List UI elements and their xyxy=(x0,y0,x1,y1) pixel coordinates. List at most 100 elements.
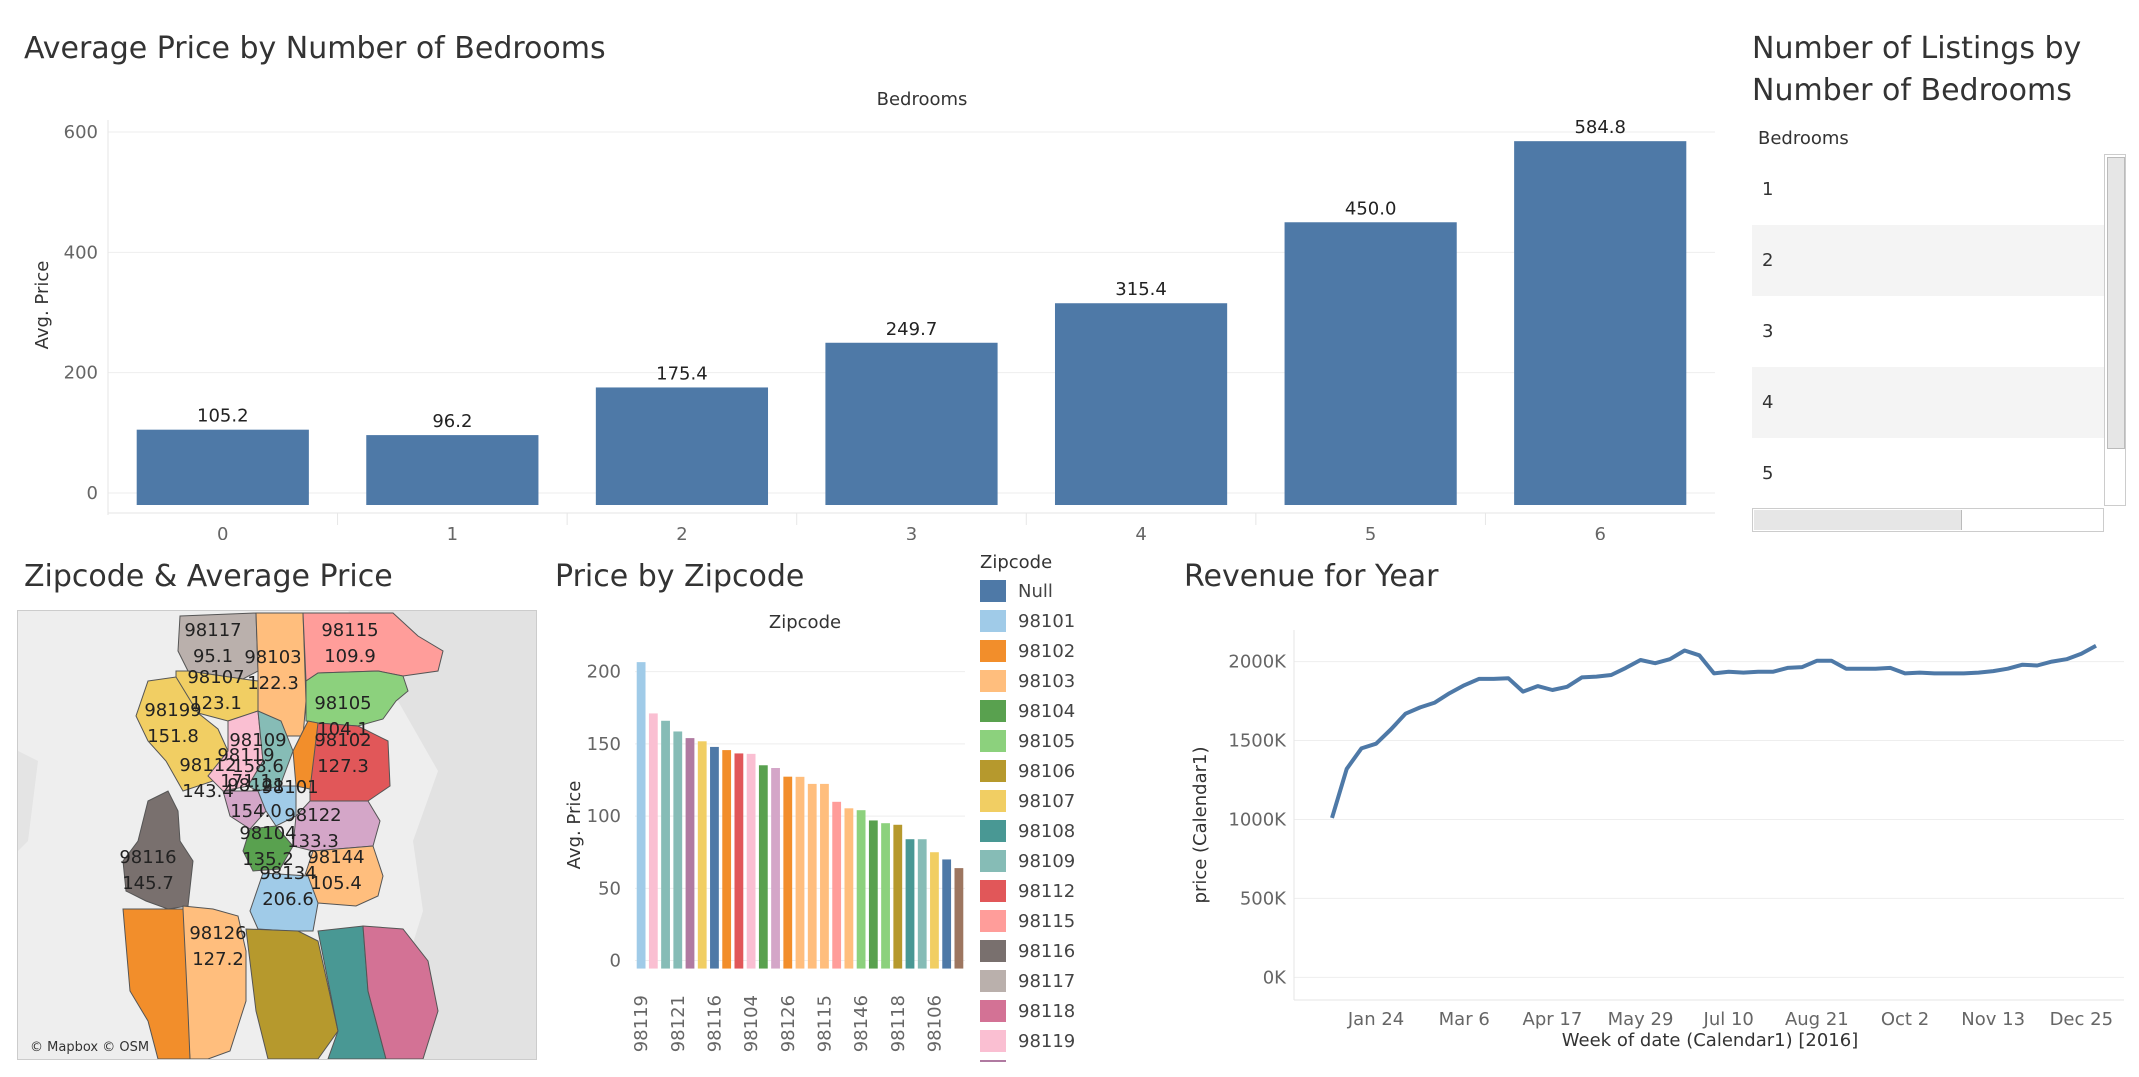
legend-label: 98118 xyxy=(1018,1000,1076,1022)
revenue-chart[interactable]: price (Calendar1) Week of date (Calendar… xyxy=(1184,610,2134,1070)
zip-price-chart[interactable]: Zipcode Avg. Price 0 50 100 150 200 98119 981… xyxy=(555,610,975,1070)
zip-bar[interactable] xyxy=(783,776,793,969)
zip-y-tick: 150 xyxy=(587,734,621,755)
legend-item[interactable]: 98105 xyxy=(980,726,1120,756)
legend-item[interactable]: 98112 xyxy=(980,876,1120,906)
legend-swatch xyxy=(980,940,1006,962)
legend-item[interactable]: 98108 xyxy=(980,816,1120,846)
bedrooms-bar[interactable] xyxy=(595,387,769,505)
bedrooms-bar[interactable] xyxy=(825,342,998,505)
listings-vertical-scrollbar[interactable] xyxy=(2104,154,2126,506)
listings-vertical-scroll-thumb[interactable] xyxy=(2107,157,2125,449)
map-zip-label: 98199 xyxy=(144,700,201,721)
legend-label: 98116 xyxy=(1018,940,1076,962)
zip-x-tick: 98126 xyxy=(778,995,799,1052)
map-region-98134[interactable] xyxy=(249,872,319,932)
zip-bar[interactable] xyxy=(881,823,890,969)
legend-item[interactable]: 98106 xyxy=(980,756,1120,786)
map-zip-label: 98115 xyxy=(321,620,378,641)
zip-bar[interactable] xyxy=(795,776,805,969)
legend-swatch xyxy=(980,850,1006,872)
map-region-98122[interactable] xyxy=(292,800,381,852)
zip-bar[interactable] xyxy=(758,765,768,969)
zip-bar[interactable] xyxy=(746,753,756,969)
legend-item[interactable]: 98117 xyxy=(980,966,1120,996)
zip-bar[interactable] xyxy=(807,783,817,969)
legend-swatch xyxy=(980,700,1006,722)
listings-table-row[interactable]: 3 xyxy=(1752,296,2104,367)
map-price-label: 206.6 xyxy=(262,889,314,910)
revenue-line[interactable] xyxy=(1330,644,2097,819)
zip-bar[interactable] xyxy=(954,868,964,969)
map-price-label: 151.8 xyxy=(147,726,199,747)
zip-bar[interactable] xyxy=(673,731,683,969)
bedrooms-bar[interactable] xyxy=(136,429,309,505)
map-price-label: 109.9 xyxy=(324,646,376,667)
bedrooms-bar[interactable] xyxy=(366,435,539,505)
listings-table-row[interactable]: 1 xyxy=(1752,154,2104,225)
legend-item[interactable]: 98119 xyxy=(980,1026,1120,1056)
listings-horizontal-scrollbar[interactable] xyxy=(1752,508,2104,532)
zip-bar[interactable] xyxy=(893,824,903,969)
listings-table-row[interactable]: 4 xyxy=(1752,367,2104,438)
legend-item[interactable]: 98101 xyxy=(980,606,1120,636)
map-price-label: 95.1 xyxy=(193,646,233,667)
zip-bar[interactable] xyxy=(722,750,732,969)
zip-bar[interactable] xyxy=(844,808,854,969)
zip-bar[interactable] xyxy=(661,720,670,969)
legend-item[interactable]: 98102 xyxy=(980,636,1120,666)
zip-bar[interactable] xyxy=(771,768,780,969)
zip-bar[interactable] xyxy=(710,746,719,969)
zip-bar[interactable] xyxy=(868,820,878,969)
legend-item[interactable]: 98115 xyxy=(980,906,1120,936)
zip-bar[interactable] xyxy=(917,839,927,969)
bedrooms-bar[interactable] xyxy=(1514,141,1687,506)
bedrooms-x-tick: 6 xyxy=(1594,524,1605,540)
listings-table-row[interactable]: 2 xyxy=(1752,225,2104,296)
map-region-98116[interactable] xyxy=(122,790,194,910)
legend-item[interactable]: Null xyxy=(980,576,1120,606)
bedrooms-x-tick: 4 xyxy=(1135,524,1146,540)
zip-bar[interactable] xyxy=(856,810,866,969)
map-region-98121[interactable] xyxy=(222,790,267,830)
zip-bar[interactable] xyxy=(820,783,829,969)
zip-bar[interactable] xyxy=(636,662,646,969)
zip-bar[interactable] xyxy=(734,753,744,969)
zip-bar[interactable] xyxy=(697,741,707,969)
legend-item[interactable]: 98118 xyxy=(980,996,1120,1026)
zip-bar[interactable] xyxy=(942,859,952,969)
bedrooms-bar[interactable] xyxy=(1054,303,1228,505)
listings-table-row[interactable]: 5 xyxy=(1752,438,2104,509)
bedrooms-x-tick: 3 xyxy=(906,524,917,540)
map-region-98104[interactable] xyxy=(242,825,294,872)
legend-item[interactable]: 98104 xyxy=(980,696,1120,726)
revenue-y-tick: 500K xyxy=(1240,888,1287,909)
bedrooms-bar[interactable] xyxy=(1284,222,1457,505)
listings-table[interactable]: Bedrooms 1 2 3 4 5 xyxy=(1752,128,2127,536)
zip-bar[interactable] xyxy=(648,713,658,969)
listings-horizontal-scroll-thumb[interactable] xyxy=(1754,510,1962,530)
legend-label: 98117 xyxy=(1018,970,1076,992)
map-zip-label: 98122 xyxy=(284,805,341,826)
zip-bar[interactable] xyxy=(930,852,939,969)
map-region-98112[interactable] xyxy=(309,722,391,802)
zipcode-legend[interactable]: Zipcode Null 98101 98102 98103 98104 98105 981… xyxy=(980,550,1120,1062)
zip-bar[interactable] xyxy=(832,801,842,969)
legend-item[interactable] xyxy=(980,1056,1120,1062)
legend-label: 98119 xyxy=(1018,1030,1076,1052)
legend-item[interactable]: 98109 xyxy=(980,846,1120,876)
map-region-unlabeled[interactable] xyxy=(122,908,191,1059)
map-zip-label: 98107 xyxy=(187,667,244,688)
revenue-x-axis-title: Week of date (Calendar1) [2016] xyxy=(1562,1030,1858,1051)
zip-bar[interactable] xyxy=(905,839,915,969)
bedrooms-price-chart[interactable]: Bedrooms Avg. Price 0 200 400 600 105.2 96.2… xyxy=(0,80,1740,540)
map-region-unlabeled[interactable] xyxy=(362,925,439,1059)
map-region-unlabeled[interactable] xyxy=(245,928,339,1059)
legend-label: 98107 xyxy=(1018,790,1076,812)
revenue-y-tick: 0K xyxy=(1263,967,1287,988)
zip-bar[interactable] xyxy=(685,738,695,969)
legend-item[interactable]: 98103 xyxy=(980,666,1120,696)
legend-item[interactable]: 98107 xyxy=(980,786,1120,816)
legend-item[interactable]: 98116 xyxy=(980,936,1120,966)
